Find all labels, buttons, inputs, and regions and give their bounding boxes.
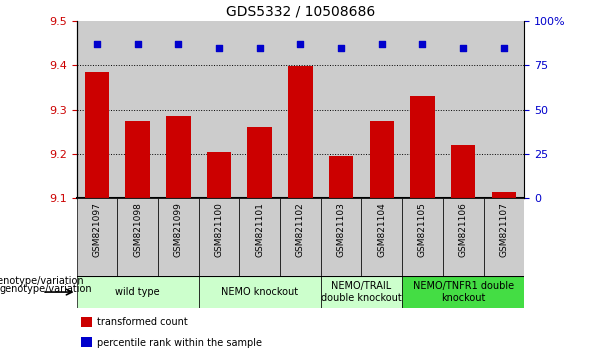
Bar	[77, 198, 117, 276]
Text: GSM821101: GSM821101	[255, 202, 264, 257]
Text: genotype/variation: genotype/variation	[0, 276, 85, 286]
Text: GSM821104: GSM821104	[378, 202, 386, 257]
Point	[499, 45, 508, 51]
Bar	[77, 21, 117, 198]
Bar	[362, 198, 402, 276]
Bar	[443, 21, 484, 198]
Point	[133, 41, 143, 47]
Text: genotype/variation: genotype/variation	[0, 284, 92, 293]
Bar	[166, 116, 190, 198]
Bar	[85, 72, 109, 198]
Point	[255, 45, 264, 51]
Text: NEMO/TNFR1 double
knockout: NEMO/TNFR1 double knockout	[413, 281, 514, 303]
Text: GSM821103: GSM821103	[336, 202, 346, 257]
Text: GSM821097: GSM821097	[92, 202, 101, 257]
Bar	[484, 21, 524, 198]
Bar	[402, 21, 443, 198]
Text: GSM821099: GSM821099	[174, 202, 183, 257]
Bar	[484, 198, 524, 276]
Bar	[117, 21, 158, 198]
Text: percentile rank within the sample: percentile rank within the sample	[97, 338, 262, 348]
Point	[214, 45, 224, 51]
Bar	[198, 198, 239, 276]
Bar	[198, 21, 239, 198]
Bar	[451, 145, 475, 198]
Bar	[288, 66, 313, 198]
Text: GSM821107: GSM821107	[499, 202, 508, 257]
Bar	[117, 198, 158, 276]
Text: GSM821100: GSM821100	[214, 202, 223, 257]
Bar	[402, 276, 524, 308]
Bar	[239, 21, 280, 198]
Point	[174, 41, 183, 47]
Bar	[158, 21, 198, 198]
Bar	[280, 198, 321, 276]
Bar	[125, 121, 150, 198]
Bar	[81, 337, 92, 347]
Point	[458, 45, 468, 51]
Bar	[362, 21, 402, 198]
Bar	[198, 276, 321, 308]
Bar	[247, 127, 272, 198]
Text: NEMO knockout: NEMO knockout	[221, 287, 298, 297]
Point	[418, 41, 427, 47]
Bar	[158, 198, 198, 276]
Bar	[369, 121, 394, 198]
Point	[92, 41, 102, 47]
Bar	[411, 96, 435, 198]
Bar	[207, 152, 231, 198]
Bar	[280, 21, 321, 198]
Text: wild type: wild type	[115, 287, 160, 297]
Bar	[239, 198, 280, 276]
Bar	[321, 276, 402, 308]
Text: NEMO/TRAIL
double knockout: NEMO/TRAIL double knockout	[321, 281, 402, 303]
Bar	[443, 198, 484, 276]
Point	[296, 41, 305, 47]
Bar	[321, 198, 362, 276]
Title: GDS5332 / 10508686: GDS5332 / 10508686	[226, 5, 375, 19]
Bar	[321, 21, 362, 198]
Text: GSM821105: GSM821105	[418, 202, 427, 257]
Text: transformed count: transformed count	[97, 317, 187, 327]
Text: GSM821102: GSM821102	[296, 202, 305, 257]
Bar	[402, 198, 443, 276]
Bar	[77, 276, 198, 308]
Bar	[81, 316, 92, 327]
Bar	[492, 192, 516, 198]
Bar	[329, 156, 353, 198]
Text: GSM821098: GSM821098	[133, 202, 142, 257]
Point	[377, 41, 386, 47]
Text: GSM821106: GSM821106	[459, 202, 468, 257]
Point	[336, 45, 346, 51]
